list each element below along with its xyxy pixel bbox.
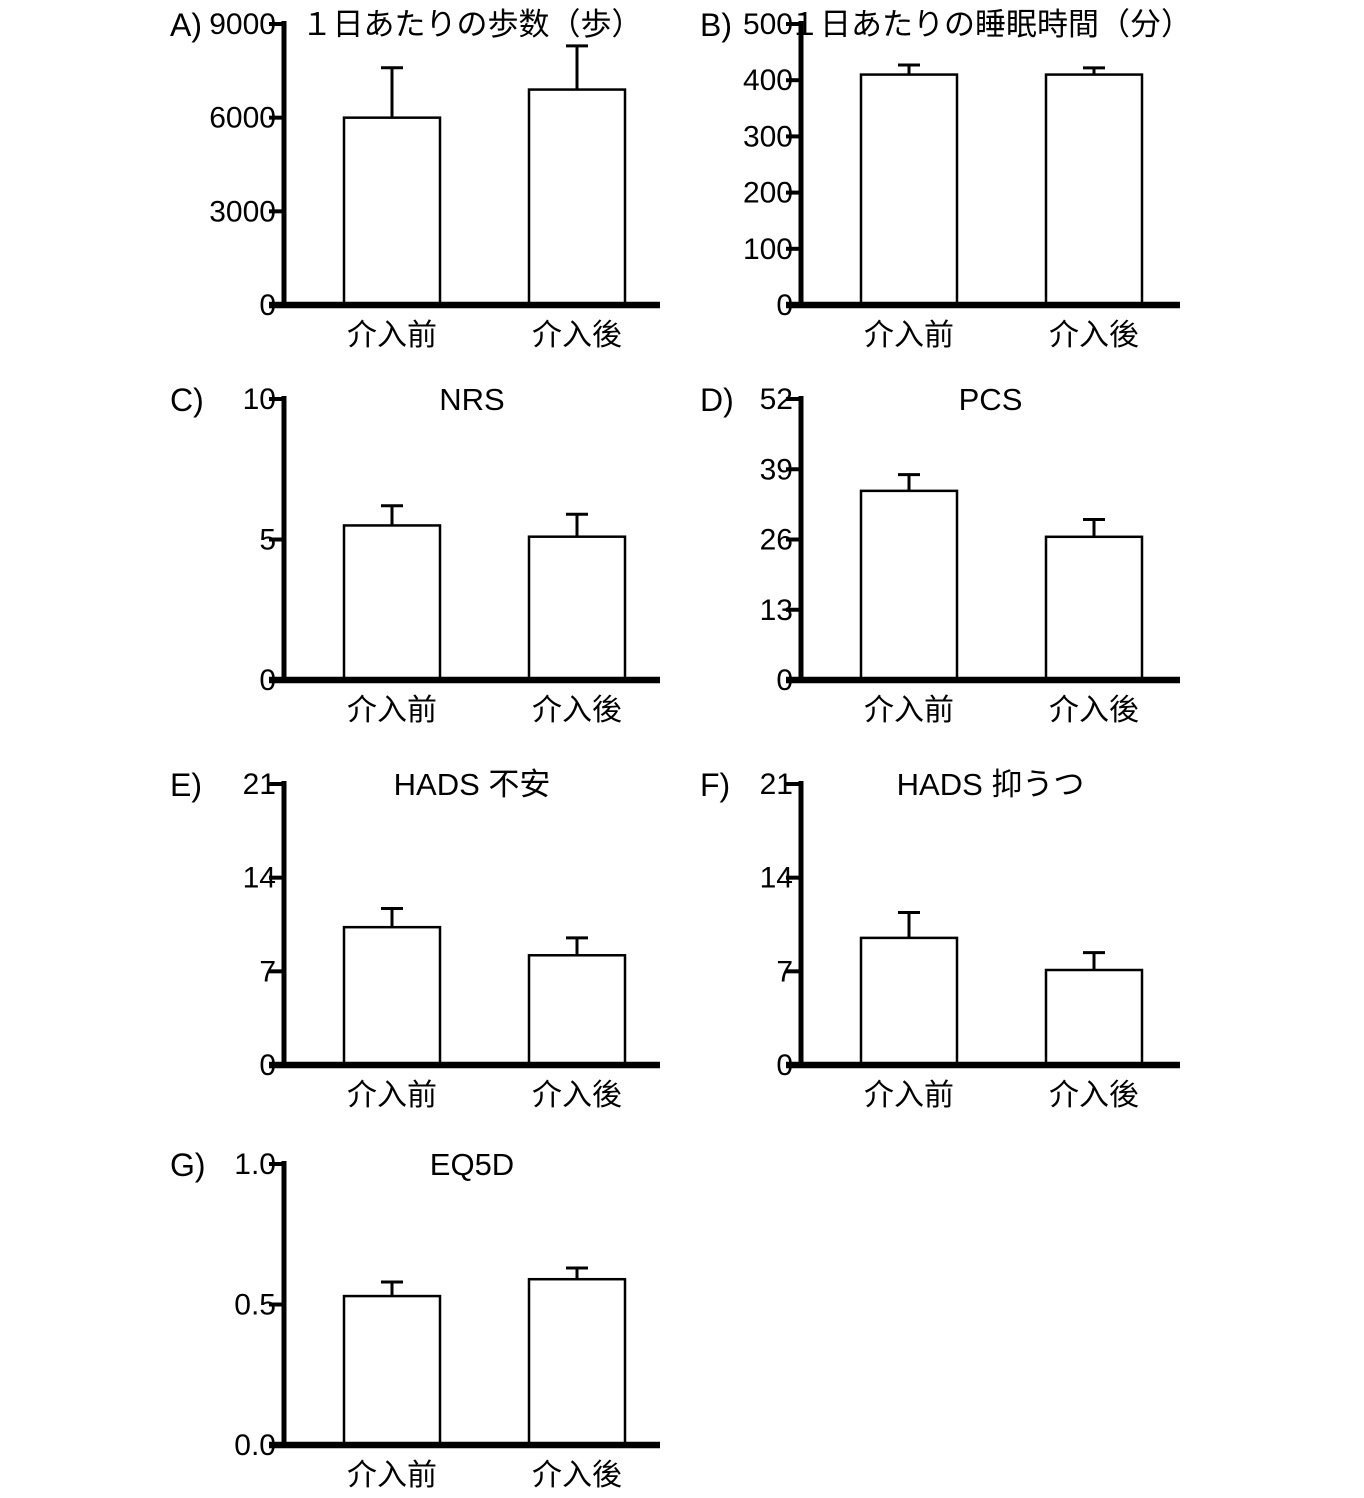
panel-nrs: C) NRS 0 5 10 介入前 介入後 (160, 375, 760, 750)
y-tick-label: 0 (259, 1049, 276, 1082)
y-tick-label: 300 (743, 120, 793, 153)
x-category-label: 介入前 (864, 1079, 954, 1112)
y-tick-label: 13 (760, 594, 793, 627)
panel-pcs: D) PCS 0 13 26 39 52 介入前 介入後 (690, 375, 1290, 750)
y-tick-label: 0 (259, 289, 276, 322)
panel-hads-anxiety: E) HADS 不安 0 7 14 21 介入前 介入後 (160, 760, 760, 1135)
y-tick-label: 0 (776, 289, 793, 322)
bar-post-intervention (1044, 968, 1144, 1067)
y-tick-label: 0.5 (234, 1289, 276, 1322)
bar-post-intervention (527, 535, 627, 682)
y-tick-label: 6000 (209, 102, 276, 135)
panel-daily-steps: A) １日あたりの歩数（歩） 0 3000 6000 9000 介入前 介入後 (160, 0, 760, 375)
panel-label: G) (170, 1147, 206, 1183)
y-tick-label: 21 (760, 768, 793, 801)
bar-pre-intervention (342, 925, 442, 1067)
y-tick-label: 200 (743, 177, 793, 210)
y-tick-label: 1.0 (234, 1148, 276, 1181)
x-category-label: 介入後 (532, 1459, 622, 1492)
y-tick-label: 52 (760, 383, 793, 416)
bar-pre-intervention (859, 936, 959, 1067)
chart-title: １日あたりの睡眠時間（分） (789, 7, 1192, 42)
y-tick-label: 5 (259, 524, 276, 557)
y-tick-label: 3000 (209, 195, 276, 228)
bar-post-intervention (527, 88, 627, 307)
bar-pre-intervention (342, 1294, 442, 1447)
x-category-label: 介入後 (532, 694, 622, 727)
x-category-label: 介入後 (532, 319, 622, 352)
y-tick-label: 39 (760, 453, 793, 486)
y-tick-label: 26 (760, 524, 793, 557)
y-tick-label: 9000 (209, 8, 276, 41)
panel-label: A) (170, 7, 202, 43)
y-tick-label: 14 (760, 862, 793, 895)
y-tick-label: 10 (243, 383, 276, 416)
x-category-label: 介入後 (1049, 694, 1139, 727)
panel-label: E) (170, 767, 202, 803)
x-category-label: 介入前 (347, 1459, 437, 1492)
y-tick-label: 0 (776, 664, 793, 697)
panel-label: F) (700, 767, 730, 803)
bar-chart-daily-steps: A) １日あたりの歩数（歩） 0 3000 6000 9000 介入前 介入後 (170, 7, 660, 352)
bar-post-intervention (527, 1277, 627, 1447)
x-category-label: 介入後 (1049, 1079, 1139, 1112)
panel-hads-depression: F) HADS 抑うつ 0 7 14 21 介入前 介入後 (690, 760, 1290, 1135)
bar-pre-intervention (859, 489, 959, 682)
bar-chart-daily-sleep: B) １日あたりの睡眠時間（分） 0 100 200 300 400 500 介入前 介入後 (700, 7, 1192, 352)
y-tick-label: 21 (243, 768, 276, 801)
chart-title: EQ5D (430, 1147, 514, 1182)
panel-daily-sleep: B) １日あたりの睡眠時間（分） 0 100 200 300 400 500 介入前 介入後 (690, 0, 1290, 375)
x-category-label: 介入前 (864, 694, 954, 727)
x-category-label: 介入後 (1049, 319, 1139, 352)
bar-pre-intervention (859, 73, 959, 307)
panel-label: C) (170, 382, 204, 418)
bar-pre-intervention (342, 524, 442, 682)
bar-chart-pcs: D) PCS 0 13 26 39 52 介入前 介入後 (700, 382, 1180, 727)
y-tick-label: 0 (776, 1049, 793, 1082)
bar-chart-nrs: C) NRS 0 5 10 介入前 介入後 (170, 382, 660, 727)
x-category-label: 介入後 (532, 1079, 622, 1112)
y-tick-label: 7 (259, 955, 276, 988)
chart-title: １日あたりの歩数（歩） (302, 7, 643, 42)
y-tick-label: 100 (743, 233, 793, 266)
chart-title: HADS 抑うつ (897, 767, 1085, 802)
x-category-label: 介入前 (347, 319, 437, 352)
y-tick-label: 500 (743, 8, 793, 41)
y-tick-label: 400 (743, 64, 793, 97)
panel-label: B) (700, 7, 732, 43)
panel-label: D) (700, 382, 734, 418)
bar-post-intervention (527, 954, 627, 1067)
bar-chart-hads-depression: F) HADS 抑うつ 0 7 14 21 介入前 介入後 (700, 767, 1180, 1112)
chart-title: NRS (439, 382, 504, 417)
y-tick-label: 0 (259, 664, 276, 697)
bar-post-intervention (1044, 535, 1144, 682)
bar-chart-hads-anxiety: E) HADS 不安 0 7 14 21 介入前 介入後 (170, 767, 660, 1112)
x-category-label: 介入前 (864, 319, 954, 352)
y-tick-label: 14 (243, 862, 276, 895)
bar-post-intervention (1044, 73, 1144, 307)
x-category-label: 介入前 (347, 694, 437, 727)
x-category-label: 介入前 (347, 1079, 437, 1112)
y-tick-label: 7 (776, 955, 793, 988)
bar-pre-intervention (342, 116, 442, 307)
panel-eq5d: G) EQ5D 0.0 0.5 1.0 介入前 介入後 (160, 1140, 760, 1498)
chart-title: PCS (959, 382, 1023, 417)
chart-title: HADS 不安 (394, 767, 551, 802)
